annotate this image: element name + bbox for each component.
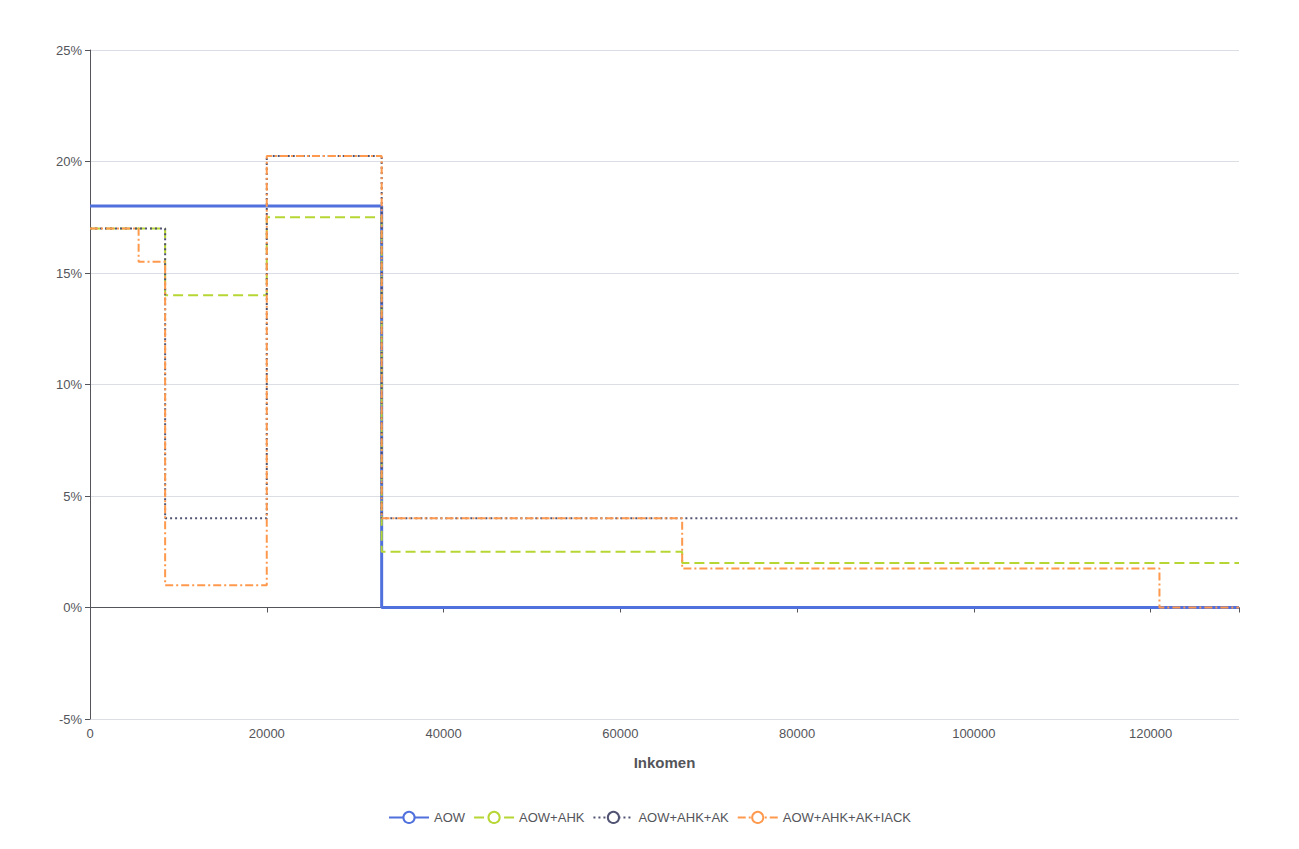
svg-text:AOW: AOW bbox=[434, 810, 466, 825]
svg-text:AOW+AHK: AOW+AHK bbox=[519, 810, 585, 825]
svg-text:0: 0 bbox=[86, 726, 93, 741]
svg-text:100000: 100000 bbox=[952, 726, 995, 741]
svg-text:40000: 40000 bbox=[425, 726, 461, 741]
svg-text:AOW+AHK+AK: AOW+AHK+AK bbox=[638, 810, 729, 825]
svg-text:60000: 60000 bbox=[602, 726, 638, 741]
svg-text:25%: 25% bbox=[56, 43, 82, 58]
svg-text:20000: 20000 bbox=[249, 726, 285, 741]
svg-text:Inkomen: Inkomen bbox=[634, 754, 696, 771]
svg-text:0%: 0% bbox=[63, 600, 82, 615]
svg-text:120000: 120000 bbox=[1129, 726, 1172, 741]
svg-text:80000: 80000 bbox=[779, 726, 815, 741]
svg-text:5%: 5% bbox=[63, 489, 82, 504]
svg-text:15%: 15% bbox=[56, 266, 82, 281]
svg-text:20%: 20% bbox=[56, 154, 82, 169]
svg-text:10%: 10% bbox=[56, 377, 82, 392]
svg-text:-5%: -5% bbox=[59, 712, 83, 727]
svg-text:AOW+AHK+AK+IACK: AOW+AHK+AK+IACK bbox=[783, 810, 912, 825]
